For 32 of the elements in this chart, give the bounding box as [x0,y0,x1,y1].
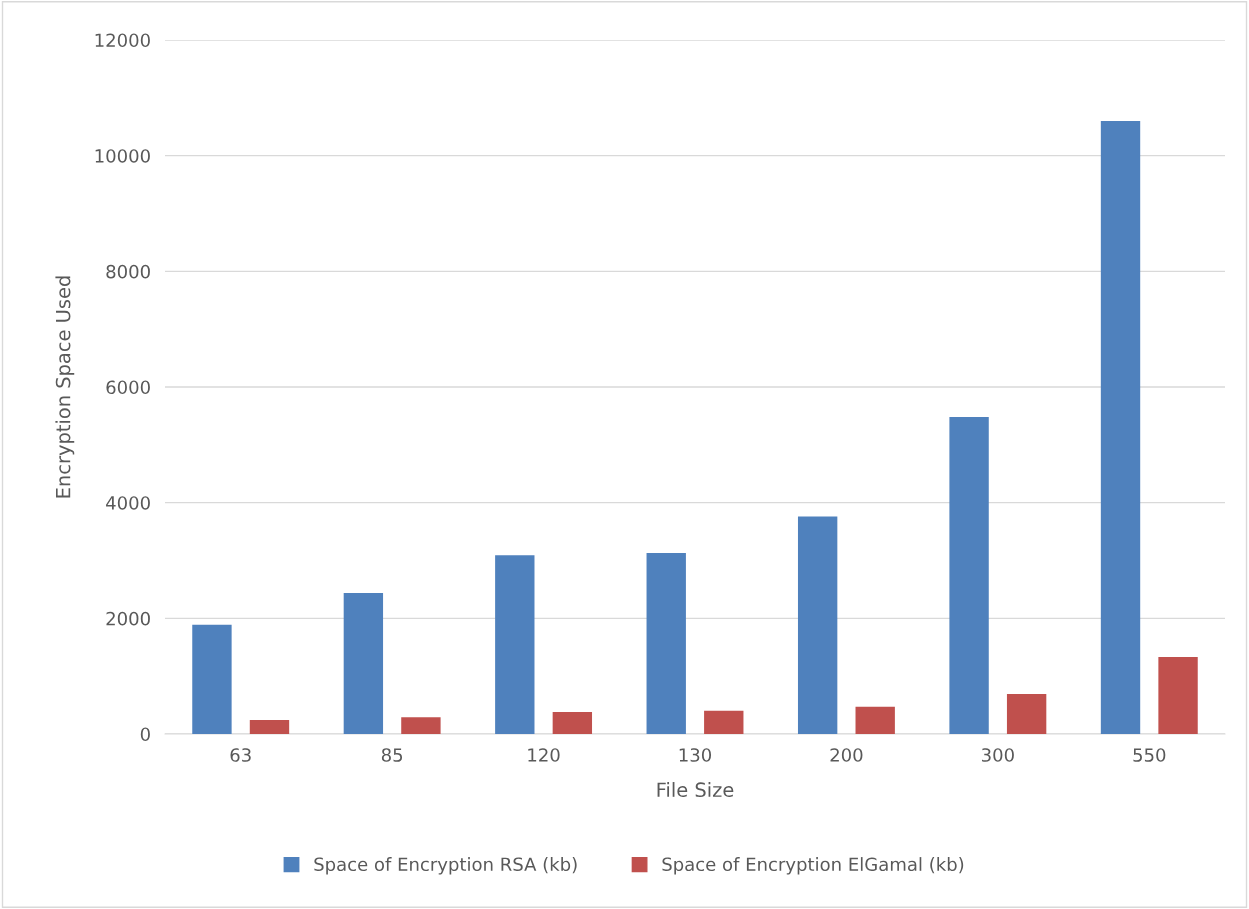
y-tick-label: 12000 [95,33,150,48]
y-tick-label: 6000 [106,380,150,395]
bar [249,720,290,734]
bar [495,555,535,734]
y-tick-label: 4000 [106,496,150,510]
bar [949,417,989,734]
x-axis-title: File Size [657,782,734,798]
x-tick-label: 300 [982,748,1014,762]
y-axis-title: Encryption Space Used [55,276,75,498]
bar [1100,120,1141,734]
bar [401,717,441,734]
x-tick-label: 550 [1133,748,1166,762]
y-tick-label: 0 [140,727,150,742]
x-tick-label: 200 [830,748,863,762]
bar [1158,657,1198,734]
bar [192,624,232,734]
x-tick-label: 63 [230,748,251,762]
legend-label: Space of Encryption ElGamal (kb) [662,857,964,875]
x-tick-label: 85 [381,748,403,762]
bar [855,706,895,734]
bar [1006,694,1047,734]
y-tick-label: 10000 [95,149,150,163]
x-tick-label: 120 [528,748,560,762]
bar [552,712,593,734]
legend-label: Space of Encryption RSA (kb) [314,857,577,875]
bar [343,592,384,734]
y-tick-label: 8000 [106,264,150,279]
bar [704,710,744,734]
y-tick-label: 2000 [106,611,150,626]
bar [797,516,838,734]
bar [646,552,686,734]
x-tick-label: 130 [679,748,712,762]
